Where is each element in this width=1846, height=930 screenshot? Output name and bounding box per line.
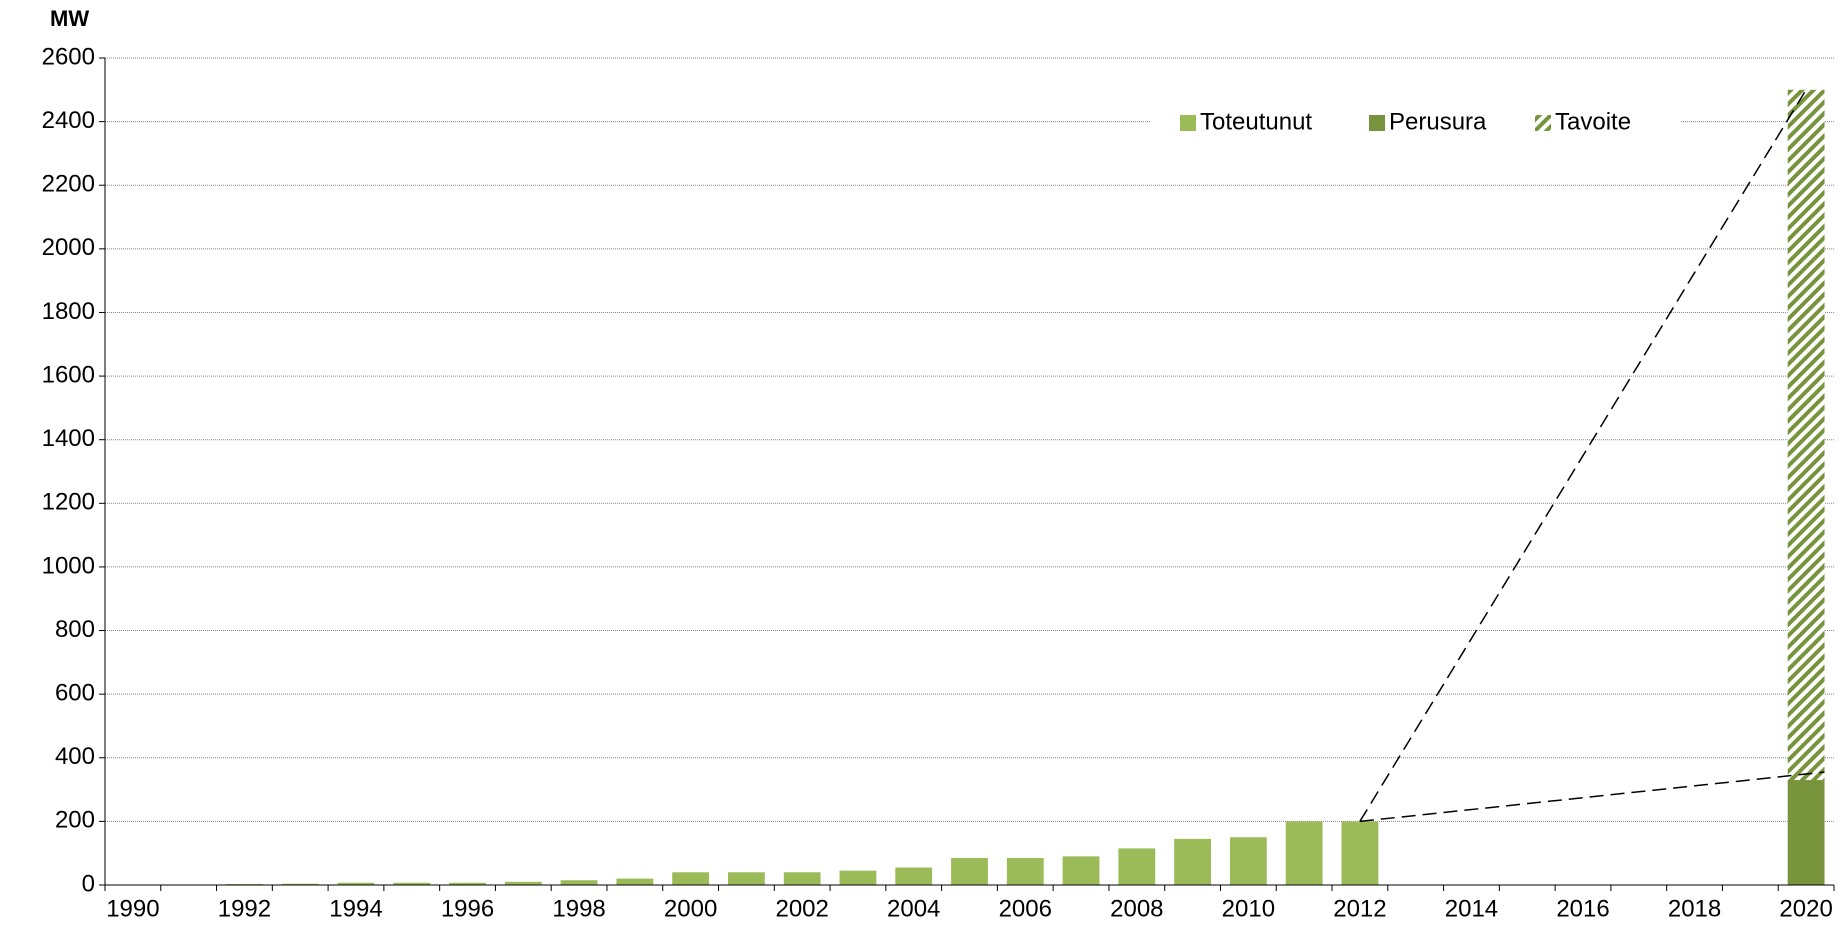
x-tick-label: 1998 (552, 895, 605, 922)
legend-label: Perusura (1389, 108, 1487, 135)
bar (449, 882, 486, 885)
bar (672, 872, 710, 885)
bar (1229, 837, 1267, 885)
y-tick-label: 600 (55, 679, 95, 706)
bar (560, 880, 598, 885)
bar (1787, 89, 1825, 781)
legend-swatch (1180, 115, 1196, 131)
bar (951, 857, 988, 885)
y-tick-label: 400 (55, 743, 95, 770)
y-tick-label: 1400 (42, 425, 95, 452)
bar (783, 872, 821, 885)
legend-label: Toteutunut (1200, 108, 1312, 135)
x-tick-label: 2008 (1110, 895, 1163, 922)
y-tick-label: 2600 (42, 43, 95, 70)
legend-swatch (1369, 115, 1385, 131)
x-tick-label: 2018 (1668, 895, 1721, 922)
x-tick-label: 2000 (664, 895, 717, 922)
bar (839, 870, 877, 885)
bar (1062, 856, 1100, 885)
x-tick-label: 2012 (1333, 895, 1386, 922)
x-tick-label: 2010 (1222, 895, 1275, 922)
bar (616, 878, 654, 885)
y-tick-label: 800 (55, 616, 95, 643)
bar (1118, 848, 1156, 885)
legend-swatch (1535, 115, 1551, 131)
connector (1359, 89, 1807, 822)
y-tick-label: 2200 (42, 171, 95, 198)
legend-label: Tavoite (1555, 108, 1631, 135)
bar (727, 872, 765, 885)
y-tick-label: 1200 (42, 489, 95, 516)
bar (393, 882, 431, 885)
x-tick-label: 2020 (1779, 895, 1832, 922)
legend-background (1150, 105, 1680, 141)
x-tick-label: 1990 (106, 895, 159, 922)
x-tick-label: 1992 (218, 895, 271, 922)
y-axis-label: MW (50, 6, 89, 31)
x-tick-label: 2014 (1445, 895, 1498, 922)
connector (1359, 771, 1825, 823)
x-tick-label: 1996 (441, 895, 494, 922)
y-tick-label: 1600 (42, 361, 95, 388)
y-tick-label: 0 (82, 870, 95, 897)
bar (1787, 780, 1825, 885)
y-tick-label: 1000 (42, 552, 95, 579)
y-tick-label: 200 (55, 807, 95, 834)
y-tick-label: 2000 (42, 234, 95, 261)
x-tick-label: 1994 (329, 895, 382, 922)
x-tick-label: 2004 (887, 895, 940, 922)
bar (895, 867, 933, 885)
y-tick-label: 2400 (42, 107, 95, 134)
bar (281, 883, 319, 885)
bar (1285, 821, 1323, 885)
bar (1174, 838, 1212, 885)
bar (1006, 857, 1044, 885)
x-tick-label: 2016 (1556, 895, 1609, 922)
bar (504, 881, 542, 885)
bar (1341, 821, 1379, 885)
y-tick-label: 1800 (42, 298, 95, 325)
x-tick-label: 2006 (999, 895, 1052, 922)
bar (337, 882, 375, 885)
x-tick-label: 2002 (775, 895, 828, 922)
